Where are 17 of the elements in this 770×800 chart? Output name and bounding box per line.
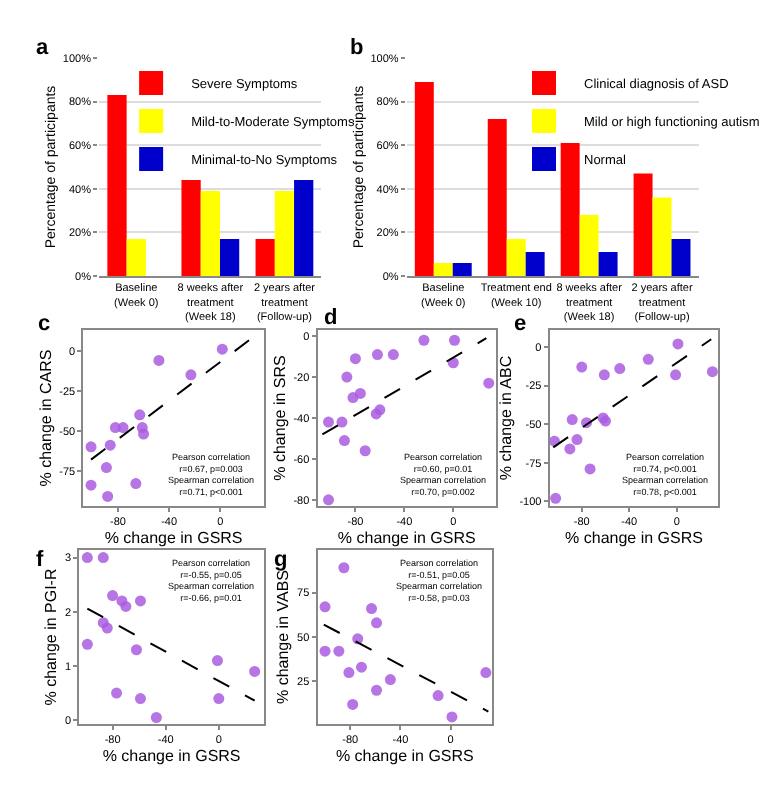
y-axis-title: % change in VABS bbox=[274, 569, 293, 705]
chart-title: f bbox=[36, 548, 44, 572]
chart-title: g bbox=[274, 548, 288, 572]
y-axis-title: % change in ABC bbox=[496, 355, 515, 481]
chart-title: c bbox=[38, 312, 51, 336]
chart-title: b bbox=[350, 36, 364, 60]
y-axis-title: % change in PGI-R bbox=[42, 568, 61, 706]
x-axis-title: % change in GSRS bbox=[337, 529, 476, 548]
chart-title: e bbox=[514, 312, 527, 336]
x-axis-title: % change in GSRS bbox=[102, 747, 241, 766]
y-axis-title: % change in CARS bbox=[36, 349, 55, 487]
chart-title: d bbox=[324, 306, 338, 330]
y-axis-title: % change in SRS bbox=[270, 355, 289, 481]
x-axis-title: % change in GSRS bbox=[565, 529, 703, 548]
chart-title: a bbox=[36, 36, 50, 60]
x-axis-title: % change in GSRS bbox=[335, 747, 474, 766]
x-axis-title: % change in GSRS bbox=[104, 529, 243, 548]
